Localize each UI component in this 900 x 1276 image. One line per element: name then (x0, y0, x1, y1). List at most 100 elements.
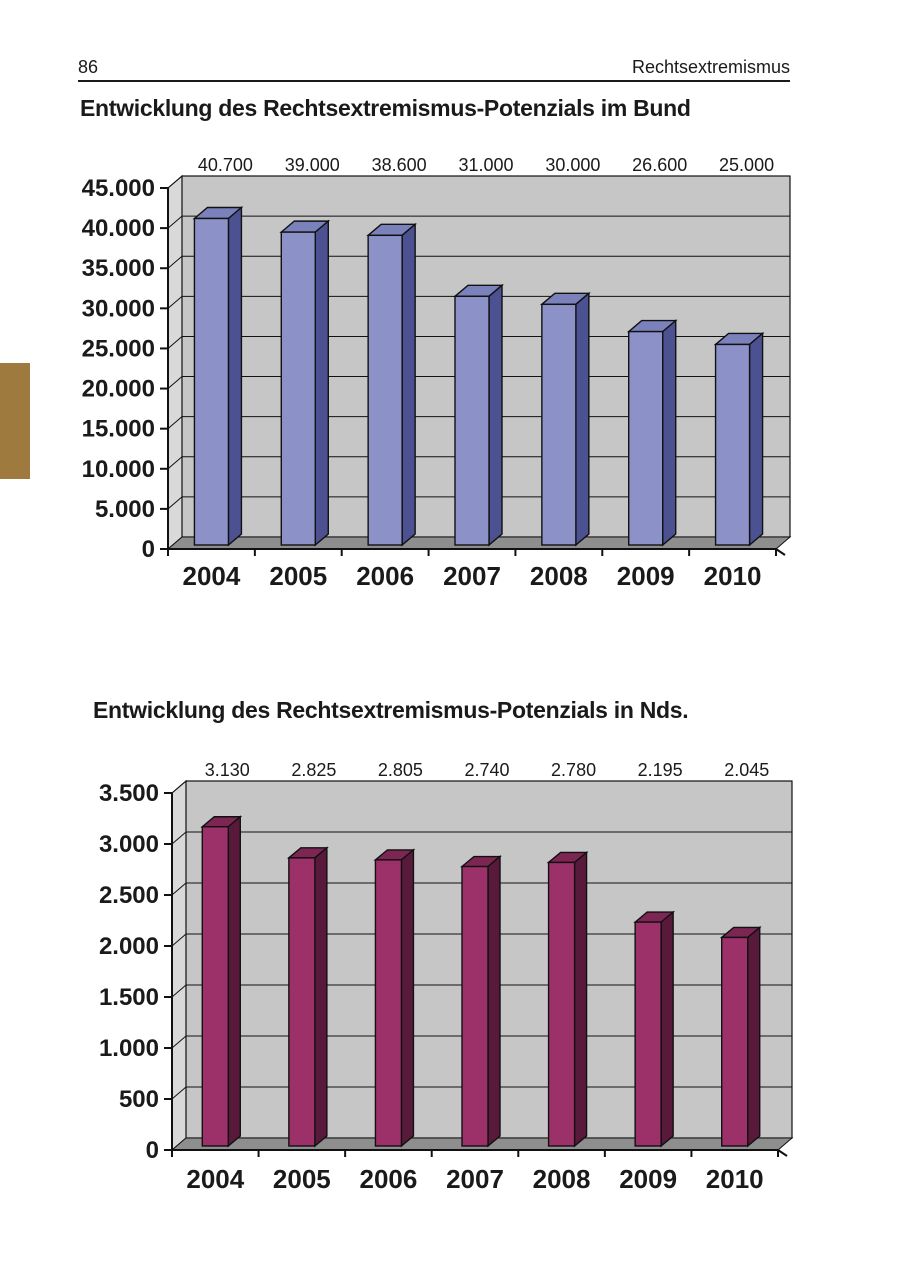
gridline-connector (167, 416, 183, 430)
bar-side-2006 (401, 222, 416, 547)
y-axis-label: 2.500 (99, 882, 159, 909)
y-axis-label: 0 (146, 1137, 159, 1164)
bar-side-2009 (662, 319, 677, 547)
x-axis-label-2004: 2004 (186, 1164, 244, 1194)
gridline-connector (171, 831, 187, 845)
page-number: 86 (78, 57, 99, 77)
x-axis-label-2005: 2005 (269, 561, 327, 591)
gridline-connector (167, 376, 183, 389)
bar-side-2008 (573, 850, 588, 1148)
bar-side-2010 (747, 925, 761, 1148)
gridline-connector (171, 1035, 187, 1049)
section-label: Rechtsextremismus (631, 57, 790, 77)
y-axis-label: 45.000 (82, 175, 155, 202)
y-axis-label: 30.000 (82, 295, 155, 322)
y-axis-label: 500 (119, 1086, 159, 1113)
chart-title-bund: Entwicklung des Rechtsextremismus-Potenz… (80, 95, 691, 121)
bar-2006 (367, 234, 403, 546)
bar-2007 (454, 295, 490, 546)
data-label-2005: 2.825 (291, 760, 336, 780)
y-axis-label: 2.000 (99, 933, 159, 960)
gridline-connector (171, 984, 187, 998)
y-axis-label: 40.000 (82, 215, 155, 242)
bar-2009 (628, 330, 664, 546)
data-label-2010: 25.000 (719, 155, 774, 175)
bar-2004 (201, 826, 229, 1147)
bar-2008 (541, 303, 577, 546)
bar-side-2004 (227, 815, 241, 1148)
bar-side-2005 (314, 846, 328, 1148)
bar-side-2010 (748, 331, 764, 547)
data-label-2004: 40.700 (198, 155, 253, 175)
chart-bund: 45.000 40.000 35.000 30.000 25.000 20.000 15.0… (70, 148, 810, 618)
chart-nds: 3.500 3.000 2.500 2.000 1.500 1.000 500 0 3.130 2… (70, 755, 810, 1225)
header-rule (78, 80, 790, 82)
x-axis-label-2009: 2009 (619, 1164, 677, 1194)
chart-title-nds: Entwicklung des Rechtsextremismus-Potenz… (93, 697, 689, 723)
data-label-2009: 2.195 (638, 760, 683, 780)
x-axis-label-2007: 2007 (443, 561, 501, 591)
bar-2010 (721, 936, 749, 1147)
bar-side-2007 (488, 283, 503, 547)
gridline-connector (171, 780, 187, 794)
gridline-connector (171, 1086, 187, 1100)
y-axis-label: 0 (142, 536, 155, 563)
bar-2004 (193, 217, 230, 546)
bar-side-2007 (487, 855, 501, 1148)
corner-tick (777, 1149, 788, 1157)
data-label-2010: 2.045 (724, 760, 769, 780)
y-axis-label: 3.000 (99, 831, 159, 858)
bar-side-2005 (314, 219, 329, 547)
bar-side-2004 (227, 205, 243, 547)
bar-2010 (714, 343, 751, 546)
bar-side-2006 (400, 848, 415, 1148)
data-label-2008: 2.780 (551, 760, 596, 780)
gridline-connector (167, 295, 183, 309)
x-axis-label-2009: 2009 (617, 561, 675, 591)
x-axis-label-2006: 2006 (360, 1164, 418, 1194)
x-axis-label-2010: 2010 (706, 1164, 764, 1194)
bar-2008 (547, 861, 576, 1147)
corner-tick (775, 548, 786, 556)
bar-2009 (634, 921, 662, 1147)
x-axis-label-2004: 2004 (183, 561, 241, 591)
y-axis-label: 3.500 (99, 780, 159, 807)
x-axis-label-2008: 2008 (530, 561, 588, 591)
bar-2006 (374, 859, 403, 1147)
x-axis-label-2007: 2007 (446, 1164, 504, 1194)
gridline-connector (167, 215, 183, 229)
x-axis-label-2008: 2008 (533, 1164, 591, 1194)
y-axis-label: 25.000 (82, 335, 155, 362)
data-label-2007: 2.740 (464, 760, 509, 780)
gridline-connector (167, 255, 183, 269)
left-wall (171, 779, 187, 1152)
gridline-connector (167, 496, 183, 510)
bar-2007 (461, 865, 489, 1147)
y-axis-label: 5.000 (95, 496, 155, 523)
gridline-connector (167, 456, 183, 470)
y-axis-label: 1.500 (99, 984, 159, 1011)
data-label-2005: 39.000 (285, 155, 340, 175)
data-label-2006: 2.805 (378, 760, 423, 780)
y-axis-label: 15.000 (82, 416, 155, 443)
y-axis-label: 20.000 (82, 376, 155, 403)
y-axis-label: 1.000 (99, 1035, 159, 1062)
left-wall (167, 174, 183, 551)
y-axis-label: 35.000 (82, 255, 155, 282)
data-label-2009: 26.600 (632, 155, 687, 175)
data-label-2008: 30.000 (545, 155, 600, 175)
side-tab-marker (0, 363, 30, 479)
gridline-connector (167, 175, 183, 189)
gridline-connector (171, 882, 187, 896)
bar-2005 (280, 231, 316, 546)
bar-side-2009 (660, 910, 674, 1148)
y-axis-label: 10.000 (82, 456, 155, 483)
x-axis-label-2005: 2005 (273, 1164, 331, 1194)
page-header: 86 Rechtsextremismus (78, 52, 790, 78)
data-label-2004: 3.130 (205, 760, 250, 780)
chart-canvas: 45.000 40.000 35.000 30.000 25.000 20.000 15.0… (82, 155, 792, 591)
bar-side-2008 (575, 291, 590, 547)
gridline-connector (171, 933, 187, 947)
x-axis-label-2006: 2006 (356, 561, 414, 591)
